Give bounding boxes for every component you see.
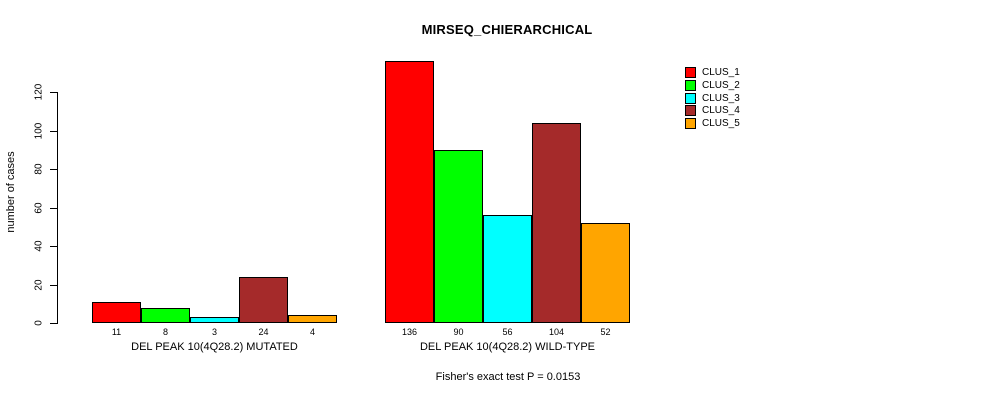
bar-clus_5-group1 <box>288 315 337 323</box>
y-axis-tick <box>50 246 57 247</box>
y-axis-line <box>57 92 58 324</box>
legend-swatch-clus_3 <box>685 93 696 104</box>
y-axis-tick-label: 0 <box>33 320 45 326</box>
bar-clus_1-group1 <box>92 302 141 323</box>
bar-clus_5-group2 <box>581 223 630 323</box>
bar-value-label: 136 <box>401 327 418 337</box>
y-axis-tick-label: 80 <box>33 163 45 175</box>
y-axis-tick-label: 40 <box>33 240 45 252</box>
bar-value-label: 11 <box>111 327 122 337</box>
bar-clus_3-group1 <box>190 317 239 323</box>
y-axis-tick <box>50 285 57 286</box>
chart-title: MIRSEQ_CHIERARCHICAL <box>421 22 593 37</box>
bar-value-label: 52 <box>600 327 611 337</box>
y-axis-tick-label: 120 <box>33 83 45 101</box>
legend-label: CLUS_2 <box>702 80 740 91</box>
x-category-label: DEL PEAK 10(4Q28.2) MUTATED <box>131 341 298 353</box>
legend-swatch-clus_5 <box>685 118 696 129</box>
legend-swatch-clus_2 <box>685 80 696 91</box>
y-axis-tick <box>50 131 57 132</box>
bar-value-label: 3 <box>211 327 218 337</box>
bar-value-label: 104 <box>548 327 565 337</box>
bar-value-label: 8 <box>162 327 169 337</box>
y-axis-tick <box>50 92 57 93</box>
legend-label: CLUS_5 <box>702 118 740 129</box>
y-axis-tick-label: 60 <box>33 202 45 214</box>
annotation-text: Fisher's exact test P = 0.0153 <box>435 371 581 383</box>
y-axis-tick-label: 100 <box>33 122 45 140</box>
y-axis-tick <box>50 169 57 170</box>
bar-clus_3-group2 <box>483 215 532 323</box>
y-axis-tick <box>50 208 57 209</box>
bar-value-label: 56 <box>502 327 513 337</box>
x-category-label: DEL PEAK 10(4Q28.2) WILD-TYPE <box>419 341 596 353</box>
y-axis-tick-label: 20 <box>33 279 45 291</box>
y-axis-label: number of cases <box>5 151 17 233</box>
legend-label: CLUS_3 <box>702 93 740 104</box>
bar-value-label: 90 <box>453 327 464 337</box>
bar-value-label: 24 <box>258 327 269 337</box>
bar-clus_2-group2 <box>434 150 483 323</box>
bar-value-label: 4 <box>309 327 316 337</box>
legend-label: CLUS_1 <box>702 67 740 78</box>
bar-clus_4-group1 <box>239 277 288 323</box>
legend-label: CLUS_4 <box>702 105 740 116</box>
bar-clus_2-group1 <box>141 308 190 323</box>
bar-clus_1-group2 <box>385 61 434 323</box>
legend-swatch-clus_1 <box>685 67 696 78</box>
legend-swatch-clus_4 <box>685 105 696 116</box>
bar-clus_4-group2 <box>532 123 581 323</box>
y-axis-tick <box>50 323 57 324</box>
